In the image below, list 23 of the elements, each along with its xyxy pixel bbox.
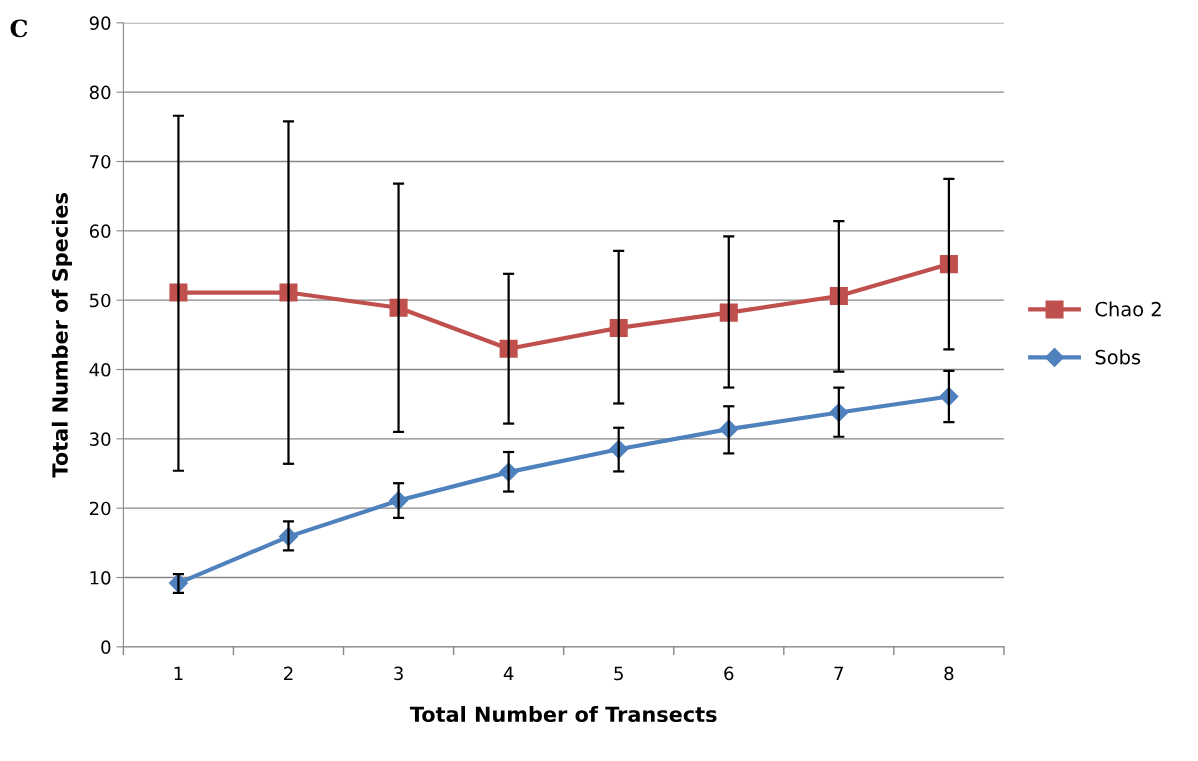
- x-tick-label: 4: [503, 666, 514, 681]
- x-tick-label: 5: [614, 666, 623, 681]
- x-tick-label: 1: [174, 666, 183, 681]
- y-tick-label: 0: [101, 640, 111, 654]
- text: C: [10, 19, 28, 38]
- y-tick-label: 20: [89, 501, 111, 516]
- y-tick-label: 90: [89, 16, 111, 30]
- y-axis-title: Total Number of Species: [51, 193, 72, 478]
- y-tick-label: 30: [89, 432, 111, 446]
- y-tick-label: 10: [90, 570, 111, 585]
- x-tick-label: 2: [284, 666, 293, 681]
- y-tick-label: 70: [90, 154, 111, 169]
- x-tick-label: 6: [724, 666, 734, 681]
- y-tick-label: 50: [90, 293, 111, 308]
- x-tick-label: 7: [834, 666, 844, 681]
- y-tick-label: 40: [89, 362, 111, 377]
- legend-label: Chao 2: [1095, 301, 1161, 317]
- y-tick-label: 80: [89, 85, 111, 100]
- x-tick-label: 8: [944, 666, 954, 681]
- x-axis-title: Total Number of Transects: [409, 705, 717, 723]
- legend-label: Sobs: [1095, 349, 1141, 365]
- x-tick-label: 3: [394, 666, 403, 681]
- y-tick-label: 60: [89, 224, 111, 238]
